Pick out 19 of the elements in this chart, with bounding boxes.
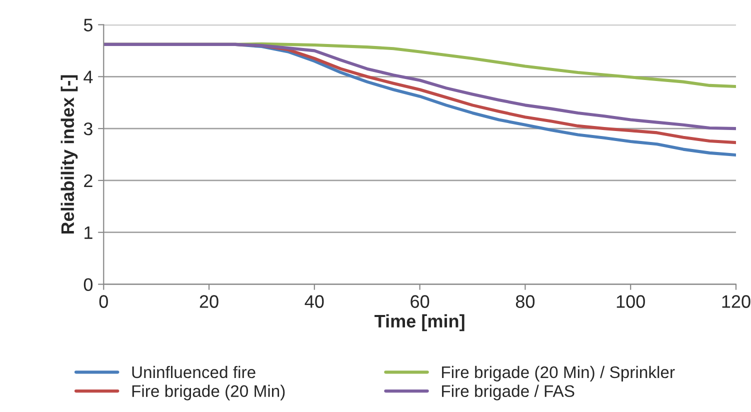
legend-label: Uninfluenced fire [132, 366, 256, 378]
y-tick-label: 1 [84, 226, 92, 239]
x-tick-label: 40 [304, 295, 324, 308]
legend-label: Fire brigade (20 Min) [132, 384, 285, 400]
y-tick-label: 3 [84, 122, 92, 136]
x-tick-label: 80 [516, 295, 535, 308]
x-tick-label: 20 [200, 295, 218, 308]
y-tick-label: 5 [84, 18, 92, 32]
x-axis-title: Time [min] [374, 314, 464, 332]
y-tick-label: 2 [84, 174, 92, 187]
legend-label: Fire brigade (20 Min) / Sprinkler [442, 366, 675, 382]
y-tick-label: 4 [84, 70, 93, 84]
x-tick-label: 100 [616, 295, 645, 308]
x-tick-label: 0 [99, 295, 108, 308]
x-tick-label: 120 [722, 295, 750, 308]
x-tick-label: 60 [410, 295, 430, 308]
legend-label: Fire brigade / FAS [442, 384, 574, 400]
y-tick-label: 0 [84, 278, 93, 291]
y-axis-title: Reliability index [-] [60, 75, 78, 234]
